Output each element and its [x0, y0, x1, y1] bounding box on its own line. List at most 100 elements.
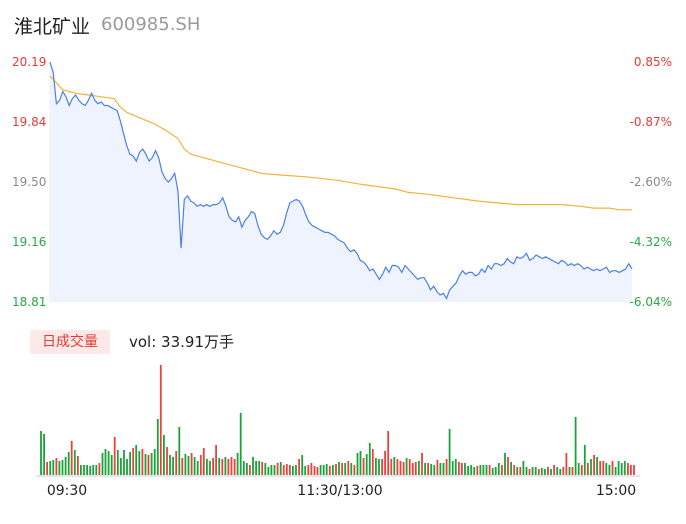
volume-bar [528, 469, 531, 475]
volume-bar [92, 465, 95, 475]
volume-bar [310, 463, 313, 475]
stock-code: 600985.SH [101, 14, 201, 35]
volume-bar [442, 463, 445, 475]
volume-bar [476, 466, 479, 475]
volume-bar [129, 452, 131, 475]
volume-bar [172, 457, 174, 475]
volume-bar [107, 451, 110, 475]
volume-bar [470, 465, 473, 475]
percent-tick-label: -6.04% [630, 295, 672, 309]
volume-bar [70, 441, 73, 475]
volume-bar [353, 465, 356, 475]
volume-bar [387, 431, 390, 475]
volume-bar [224, 457, 227, 475]
volume-bar [113, 437, 116, 475]
volume-bar [86, 465, 88, 475]
percent-tick-label: -2.60% [630, 175, 672, 189]
volume-bar [559, 469, 562, 475]
volume-tag[interactable]: 日成交量 [30, 330, 110, 354]
percent-tick-label: -4.32% [630, 235, 672, 249]
volume-bar [304, 466, 307, 475]
volume-bars [40, 365, 635, 475]
time-axis: 09:30 11:30/13:00 15:00 [36, 475, 640, 499]
volume-bar [227, 459, 230, 475]
volume-bar [242, 461, 245, 475]
volume-bar [233, 459, 236, 475]
volume-bar [436, 460, 439, 475]
volume-bar [583, 445, 586, 475]
volume-bar [519, 467, 522, 475]
volume-bar [301, 455, 304, 475]
price-tick-label: 19.84 [12, 115, 46, 129]
volume-bar [577, 463, 580, 475]
volume-bar [510, 462, 512, 475]
volume-bar [356, 453, 359, 475]
volume-bar [43, 434, 45, 475]
price-area-fill [50, 62, 632, 302]
volume-bar [273, 465, 276, 475]
volume-bar [209, 461, 211, 475]
volume-bar [344, 463, 347, 475]
time-axis-label: 09:30 [47, 483, 87, 499]
volume-bar [276, 463, 279, 475]
volume-bar [135, 445, 138, 475]
volume-bar [144, 454, 147, 475]
volume-bar [587, 463, 589, 475]
volume-bar [73, 450, 76, 475]
volume-bar [620, 463, 623, 475]
volume-bar [338, 462, 340, 475]
volume-bar [384, 451, 386, 475]
volume-bar [556, 467, 559, 475]
volume-bar [325, 464, 328, 475]
volume-bar [40, 431, 42, 475]
volume-bar [501, 465, 503, 475]
volume-bar [497, 463, 500, 475]
volume-bar [120, 458, 122, 475]
volume-bar [553, 465, 555, 475]
volume-bar [341, 463, 343, 475]
volume-bar [365, 454, 368, 475]
volume-bar [123, 450, 125, 475]
volume-bar [491, 468, 494, 475]
volume-bar [292, 466, 294, 475]
volume-bar [537, 469, 540, 475]
volume-bar [424, 463, 426, 475]
volume-bar [316, 467, 319, 475]
volume-bar [467, 466, 469, 475]
volume-bar [590, 459, 592, 475]
volume-bar [439, 463, 442, 475]
volume-bar [630, 465, 632, 475]
volume-bar [605, 463, 608, 475]
volume-bar [534, 467, 537, 475]
volume-bar [522, 461, 525, 475]
volume-bar [602, 461, 605, 475]
volume-bar [574, 417, 577, 475]
volume-bar [184, 454, 187, 475]
volume-bar [190, 453, 193, 475]
volume-bar [169, 455, 171, 475]
volume-bar [77, 456, 79, 475]
volume-bar [390, 459, 393, 475]
volume-bar [89, 466, 92, 475]
volume-bar [95, 465, 98, 475]
volume-bar [350, 463, 353, 475]
volume-bar [544, 469, 546, 475]
volume-bar [55, 458, 58, 475]
volume-bar [335, 464, 337, 475]
volume-bar [282, 465, 285, 475]
volume-bar [239, 413, 242, 475]
volume-bar [147, 455, 150, 475]
volume-bar [236, 453, 239, 475]
volume-bar [181, 458, 184, 475]
percent-axis-right: 0.85% -0.87% -2.60% -4.32% -6.04% [630, 55, 672, 309]
volume-bar [163, 435, 165, 475]
volume-bar [464, 463, 466, 475]
volume-bar [196, 461, 199, 475]
volume-bar [116, 450, 119, 475]
volume-bar [153, 449, 156, 475]
volume-bar [212, 458, 214, 475]
volume-bar [80, 465, 82, 475]
volume-bar [295, 465, 297, 475]
price-tick-label: 18.81 [12, 295, 46, 309]
volume-bar [427, 463, 429, 475]
